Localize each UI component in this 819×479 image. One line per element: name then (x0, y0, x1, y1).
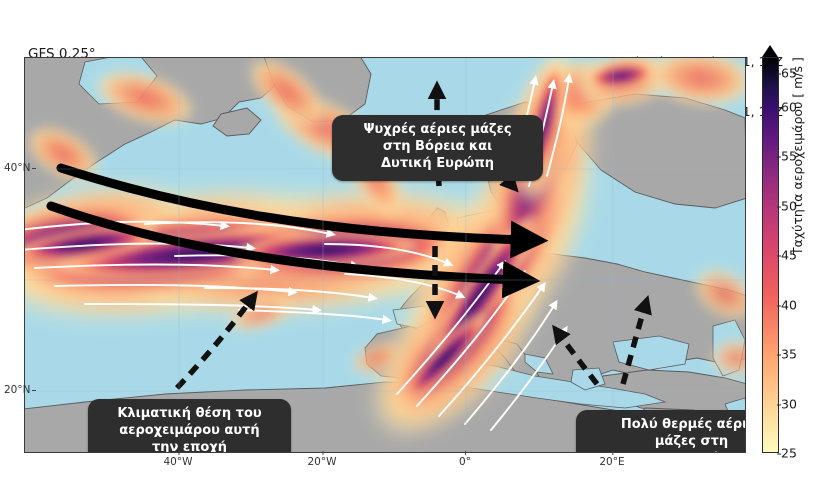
annotation-cold-north[interactable]: Ψυχρές αέριες μάζες στη Βόρεια και Δυτικ… (332, 115, 543, 181)
map-canvas[interactable]: Ψυχρές αέριες μάζες στη Βόρεια και Δυτικ… (24, 57, 746, 453)
y-tick-20n: 20°N (4, 384, 38, 396)
x-tick-20w: 20°W (307, 451, 337, 468)
warm-air-blacksea-arrow (620, 294, 652, 385)
climatological-jet-arrows (46, 163, 549, 299)
y-tick-40n: 40°N (4, 162, 38, 174)
colorbar-tick-45: 45 (777, 247, 797, 263)
colorbar-tick-25: 25 (777, 445, 797, 461)
colorbar-extend-arrow (762, 45, 778, 57)
map-inner: Ψυχρές αέριες μάζες στη Βόρεια και Δυτικ… (25, 58, 745, 452)
colorbar-tick-40: 40 (777, 297, 797, 313)
graticule-layer (25, 58, 745, 452)
x-tick-40w: 40°W (163, 451, 193, 468)
colorbar-tick-50: 50 (777, 198, 797, 214)
colorbar-tick-60: 60 (777, 99, 797, 115)
warm-air-greece-arrow (552, 324, 600, 386)
x-tick-0: 0° (459, 451, 471, 468)
annotation-warm-southeast[interactable]: Πολύ θερμές αέριες μάζες στη Νοτιοανατολ… (576, 410, 745, 452)
climatological-jet-lower-arrow (46, 201, 541, 299)
climatological-jet-upper-arrow (56, 163, 549, 259)
colorbar-tick-30: 30 (777, 396, 797, 412)
colorbar-tick-55: 55 (777, 148, 797, 164)
x-tick-20e: 20°E (599, 451, 625, 468)
colorbar-tick-65: 65 (777, 65, 797, 81)
annotation-jet-climatic-position[interactable]: Κλιματική θέση του αεροχειμάρου αυτή την… (88, 399, 291, 452)
jet-climatic-position-arrow (174, 290, 258, 390)
colorbar-tick-35: 35 (777, 346, 797, 362)
